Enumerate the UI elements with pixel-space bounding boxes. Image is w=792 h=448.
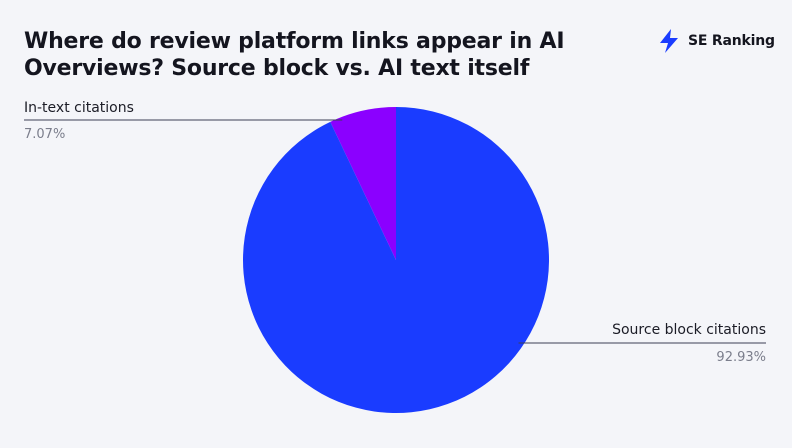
chart-title: Where do review platform links appear in… xyxy=(24,29,565,81)
slice-value-label-1: 92.93% xyxy=(716,350,766,365)
pie-slice-source-block-citations xyxy=(243,107,550,413)
lightning-logo-icon xyxy=(660,29,678,53)
slice-value-label-0: 7.07% xyxy=(24,127,65,142)
brand-logo: SE Ranking xyxy=(656,28,775,54)
brand-name: SE Ranking xyxy=(688,33,775,49)
pie-slice-in-text-citations xyxy=(330,107,396,260)
slice-label-0: In-text citations xyxy=(24,100,134,116)
slice-label-1: Source block citations xyxy=(612,322,766,338)
